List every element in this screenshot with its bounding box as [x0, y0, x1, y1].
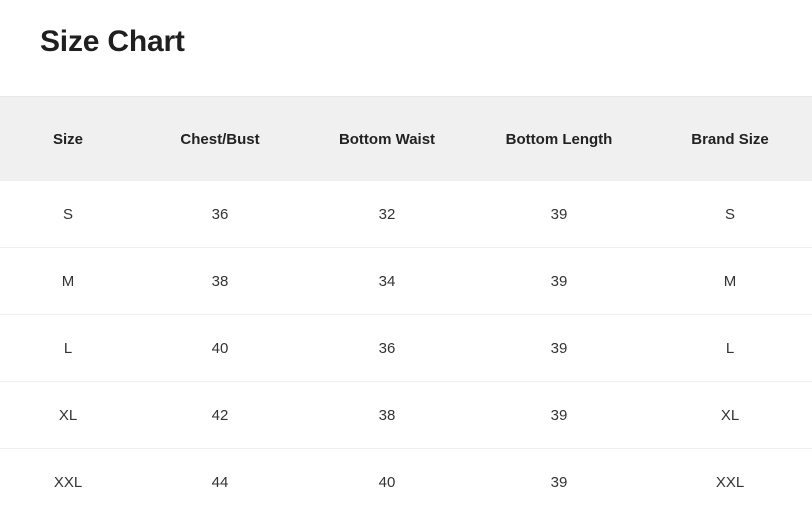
column-header-bottom-length: Bottom Length [470, 97, 648, 182]
column-header-brand-size: Brand Size [648, 97, 812, 182]
column-header-bottom-waist: Bottom Waist [304, 97, 470, 182]
cell-bottom-length: 39 [470, 248, 648, 315]
column-header-chest-bust: Chest/Bust [136, 97, 304, 182]
table-row: XL 42 38 39 XL [0, 382, 812, 449]
cell-bottom-length: 39 [470, 382, 648, 449]
table-header: Size Chest/Bust Bottom Waist Bottom Leng… [0, 97, 812, 182]
table-row: XXL 44 40 39 XXL [0, 449, 812, 515]
cell-brand-size: XL [648, 382, 812, 449]
cell-bottom-waist: 32 [304, 181, 470, 248]
cell-size: M [0, 248, 136, 315]
cell-brand-size: S [648, 181, 812, 248]
cell-bottom-length: 39 [470, 449, 648, 515]
cell-chest-bust: 42 [136, 382, 304, 449]
cell-chest-bust: 40 [136, 315, 304, 382]
cell-chest-bust: 38 [136, 248, 304, 315]
cell-bottom-waist: 34 [304, 248, 470, 315]
cell-size: L [0, 315, 136, 382]
table-row: M 38 34 39 M [0, 248, 812, 315]
table-body: S 36 32 39 S M 38 34 39 M L 40 36 39 L [0, 181, 812, 515]
cell-bottom-length: 39 [470, 315, 648, 382]
page-title: Size Chart [40, 22, 185, 62]
cell-size: XL [0, 382, 136, 449]
cell-bottom-waist: 40 [304, 449, 470, 515]
column-header-size: Size [0, 97, 136, 182]
cell-size: XXL [0, 449, 136, 515]
cell-brand-size: M [648, 248, 812, 315]
table-row: L 40 36 39 L [0, 315, 812, 382]
table-header-row: Size Chest/Bust Bottom Waist Bottom Leng… [0, 97, 812, 182]
size-chart-table: Size Chest/Bust Bottom Waist Bottom Leng… [0, 96, 812, 515]
cell-size: S [0, 181, 136, 248]
cell-brand-size: XXL [648, 449, 812, 515]
cell-bottom-waist: 38 [304, 382, 470, 449]
table-row: S 36 32 39 S [0, 181, 812, 248]
cell-chest-bust: 36 [136, 181, 304, 248]
cell-brand-size: L [648, 315, 812, 382]
cell-bottom-length: 39 [470, 181, 648, 248]
cell-chest-bust: 44 [136, 449, 304, 515]
cell-bottom-waist: 36 [304, 315, 470, 382]
